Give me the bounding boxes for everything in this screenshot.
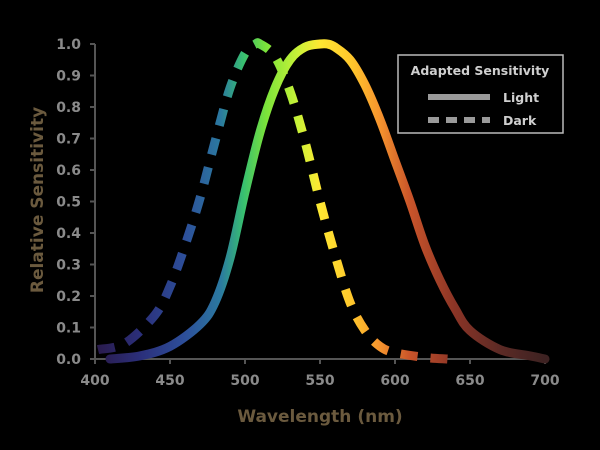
legend-dark-label: Dark: [503, 113, 537, 128]
series-dark-line: [96, 38, 448, 364]
y-tick-label: 1.0: [56, 37, 81, 53]
y-tick-label: 0.5: [56, 195, 81, 211]
x-tick-label: 600: [380, 373, 409, 389]
series-light-line: [105, 39, 550, 364]
x-tick-label: 550: [305, 373, 334, 389]
tick-marks: [90, 43, 546, 364]
x-tick-label: 400: [80, 373, 109, 389]
y-tick-label: 0.2: [56, 289, 81, 305]
x-tick-label: 650: [455, 373, 484, 389]
legend-box: [397, 54, 564, 134]
x-tick-label: 500: [230, 373, 259, 389]
y-tick-label: 0.4: [56, 226, 81, 242]
y-tick-label: 0.8: [56, 100, 81, 116]
x-tick-label: 450: [155, 373, 184, 389]
x-axis-title: Wavelength (nm): [237, 407, 402, 427]
y-tick-label: 0.7: [56, 132, 81, 148]
y-tick-label: 0.3: [56, 258, 81, 274]
legend-title: Adapted Sensitivity: [411, 63, 550, 78]
y-axis-title: Relative Sensitivity: [28, 107, 48, 293]
series-curves: [96, 38, 550, 364]
y-tick-label: 0.1: [56, 321, 81, 337]
legend: Adapted Sensitivity Light Dark: [397, 54, 564, 134]
legend-light-label: Light: [503, 90, 539, 105]
x-tick-label: 700: [530, 373, 559, 389]
y-tick-label: 0.9: [56, 69, 81, 85]
tick-labels: 400 450 500 550 600 650 700 0.0 0.1 0.2 0.3 0.4 0.5 0…: [56, 37, 560, 389]
y-tick-label: 0.6: [56, 163, 81, 179]
y-tick-label: 0.0: [56, 352, 81, 368]
